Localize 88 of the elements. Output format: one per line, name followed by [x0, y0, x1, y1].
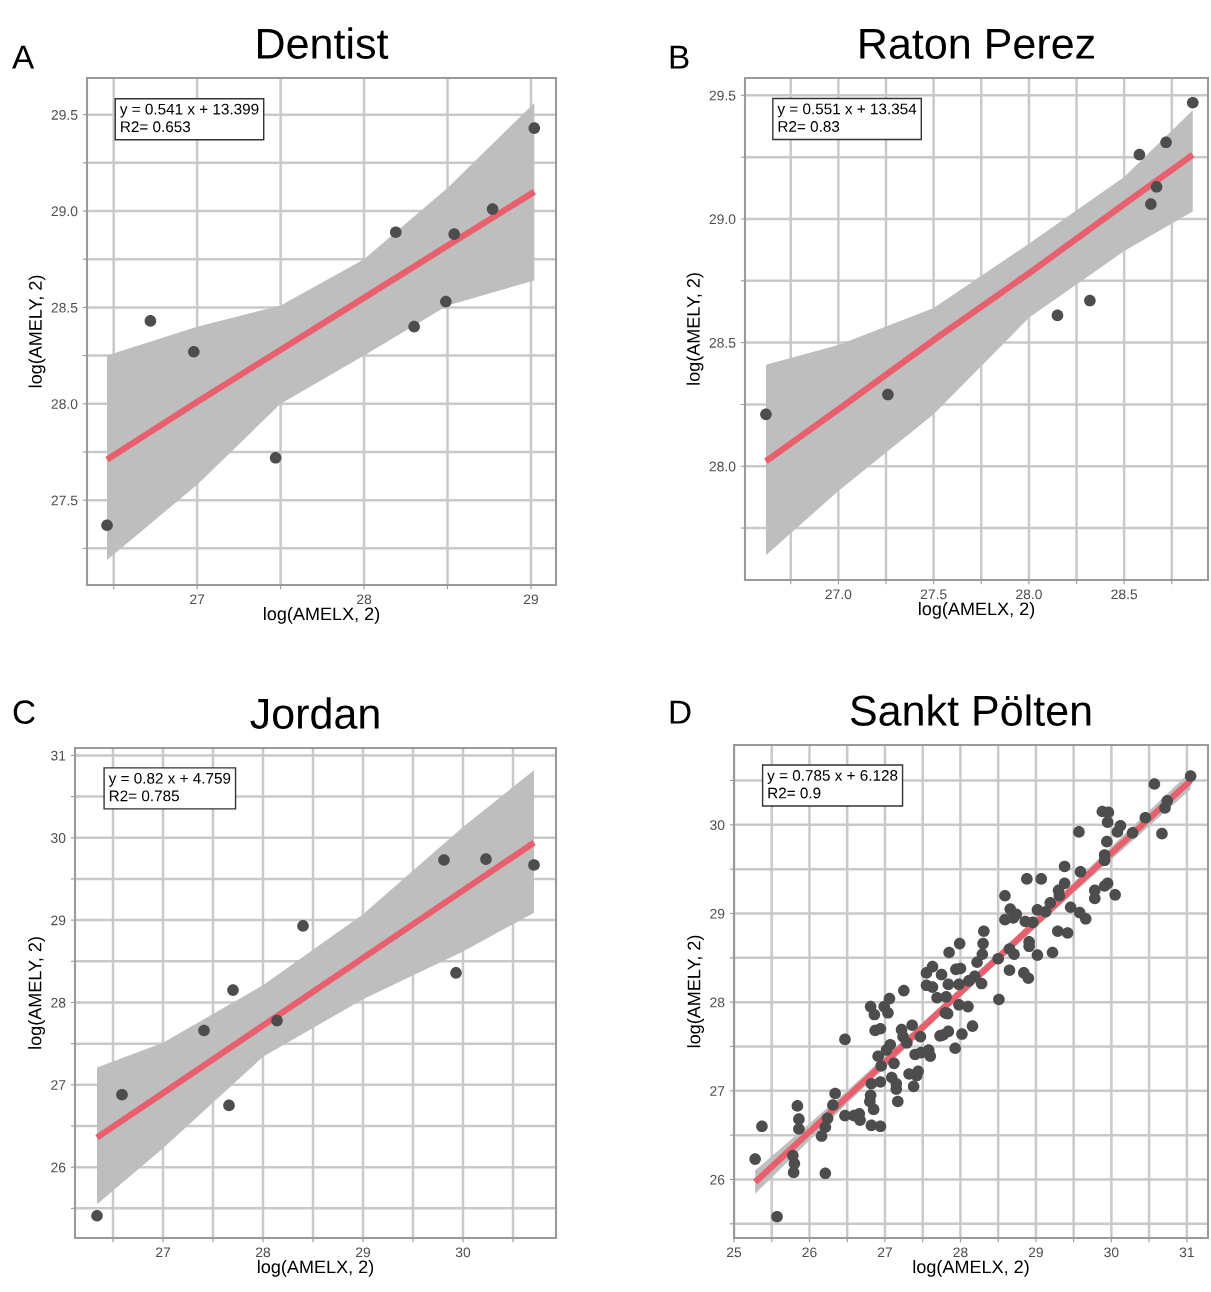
annotation: y = 0.785 x + 6.128 R2= 0.9 — [767, 770, 898, 799]
point — [760, 408, 772, 421]
point — [198, 1024, 210, 1037]
point — [1084, 294, 1096, 307]
point — [486, 203, 499, 215]
point — [882, 388, 894, 401]
point — [91, 1209, 103, 1222]
point — [1160, 136, 1172, 149]
y-axis-title: log(AMELY, 2) — [687, 935, 704, 1048]
y-axis-title: log(AMELY, 2) — [28, 937, 45, 1049]
text: C — [13, 700, 35, 724]
point — [223, 1099, 235, 1112]
x-tick-label: 31 — [1179, 1247, 1194, 1258]
y-tick-label: 28.0 — [51, 399, 78, 409]
point — [440, 295, 452, 308]
point — [448, 228, 460, 240]
x-axis-title: log(AMELX, 2) — [258, 1259, 374, 1277]
y-tick-label: 27 — [710, 1086, 725, 1096]
point — [271, 1014, 283, 1027]
annotation: y = 0.551 x + 13.354 R2= 0.83 — [777, 103, 917, 132]
y-tick-label: 29.5 — [51, 109, 78, 120]
point — [101, 519, 113, 532]
x-tick-label: 28 — [255, 1247, 271, 1258]
y-tick-label: 27 — [51, 1080, 66, 1090]
x-tick-label: 30 — [455, 1247, 471, 1258]
point — [438, 854, 450, 866]
point — [144, 315, 157, 327]
text: A — [12, 45, 35, 69]
x-tick-label: 29 — [355, 1247, 371, 1258]
x-axis-title: log(AMELX, 2) — [919, 601, 1035, 619]
x-tick-label: 27 — [877, 1247, 892, 1258]
point — [297, 920, 309, 932]
y-tick-label: 28.0 — [709, 461, 736, 472]
y-tick-label: 29 — [710, 908, 725, 919]
x-tick-label: 26 — [802, 1247, 817, 1258]
point — [188, 345, 200, 358]
y-tick-label: 27.5 — [51, 495, 78, 506]
x-tick-label: 25 — [726, 1247, 742, 1258]
annotation: y = 0.541 x + 13.399 R2= 0.653 — [119, 103, 259, 133]
point — [528, 859, 540, 871]
point — [1145, 198, 1157, 210]
x-tick-label: 30 — [1104, 1247, 1119, 1258]
point — [1051, 309, 1064, 322]
x-tick-label: 29 — [1028, 1247, 1043, 1258]
text: B — [670, 45, 689, 69]
chart-title: Raton Perez — [860, 28, 1095, 59]
y-tick-label: 29.0 — [51, 206, 78, 217]
y-tick-label: 31 — [51, 750, 66, 761]
y-tick-label: 30 — [710, 820, 725, 830]
text: D — [670, 700, 691, 724]
point — [528, 122, 541, 134]
point — [269, 451, 282, 464]
x-axis-title: log(AMELX, 2) — [913, 1259, 1029, 1277]
chart-title: Dentist — [258, 27, 389, 59]
y-axis-title: log(AMELY, 2) — [28, 275, 46, 388]
x-tick-label: 28.5 — [1111, 589, 1138, 600]
point — [1133, 148, 1146, 161]
x-tick-label: 28 — [953, 1247, 968, 1258]
point — [1186, 96, 1199, 109]
y-tick-label: 29.5 — [709, 90, 736, 101]
y-tick-label: 26 — [51, 1162, 66, 1173]
chart-title: Jordan — [250, 697, 379, 729]
y-tick-label: 29 — [51, 915, 66, 926]
x-tick-label: 27.5 — [920, 589, 947, 600]
y-tick-label: 28 — [710, 997, 725, 1008]
point — [408, 320, 420, 333]
y-axis-title: log(AMELY, 2) — [686, 273, 704, 385]
y-tick-label: 29.0 — [709, 214, 736, 225]
chart-title: Sankt Pölten — [850, 694, 1091, 726]
point — [480, 853, 492, 865]
y-tick-label: 28.5 — [709, 337, 736, 348]
y-tick-label: 28 — [51, 997, 66, 1008]
x-tick-label: 28.0 — [1016, 589, 1042, 600]
point — [227, 984, 239, 996]
point — [450, 967, 462, 979]
x-tick-label: 27 — [190, 594, 205, 605]
x-tick-label: 28 — [357, 594, 372, 605]
y-tick-label: 30 — [51, 833, 66, 843]
x-tick-label: 27.0 — [825, 589, 852, 600]
y-tick-label: 26 — [710, 1174, 725, 1185]
y-tick-label: 28.5 — [51, 302, 78, 313]
point — [389, 226, 402, 239]
point — [1150, 181, 1163, 193]
x-tick-label: 27 — [155, 1247, 171, 1258]
x-tick-label: 29 — [523, 594, 539, 605]
annotation: y = 0.82 x + 4.759 R2= 0.785 — [108, 772, 231, 802]
point — [116, 1088, 128, 1101]
x-axis-title: log(AMELX, 2) — [264, 606, 380, 624]
